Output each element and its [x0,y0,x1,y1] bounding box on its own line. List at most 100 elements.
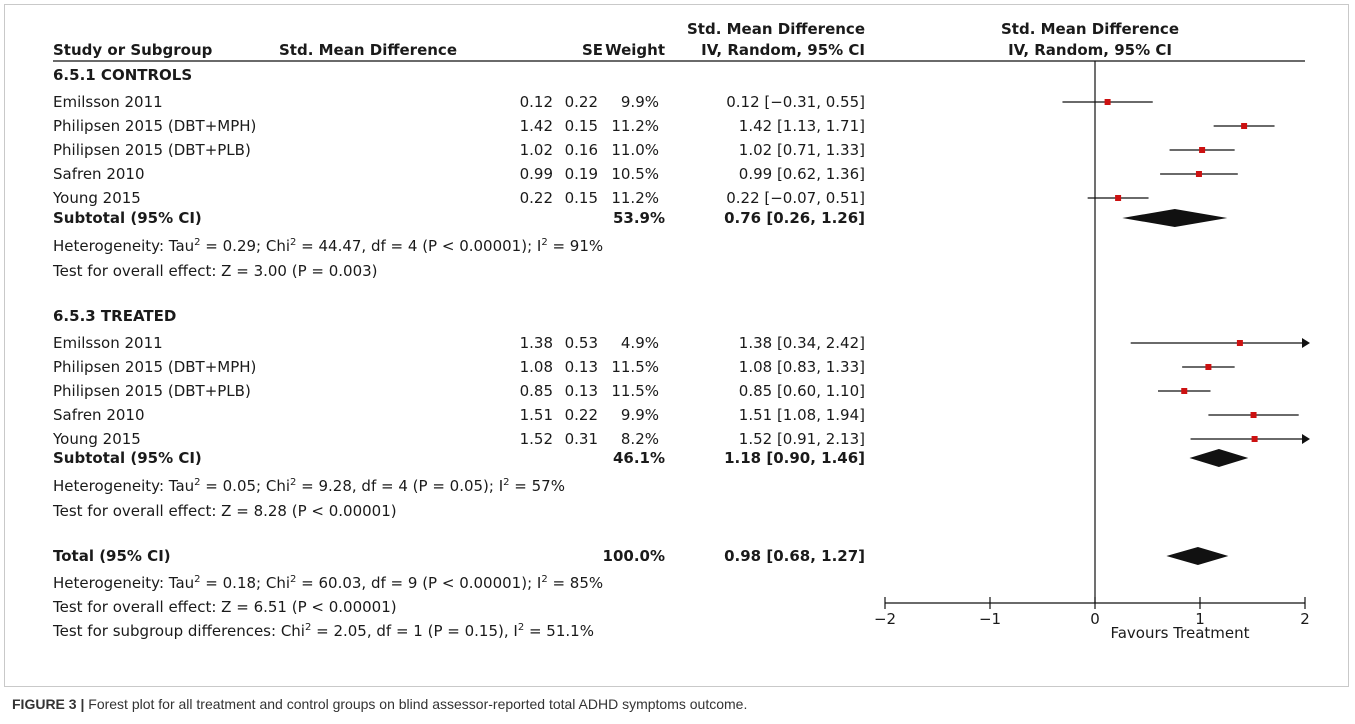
study-weight: 11.2% [611,117,659,135]
study-smd: 1.52 [520,430,553,448]
study-ci: 0.85 [0.60, 1.10] [739,382,865,400]
tick-label: 1 [1195,610,1205,628]
tick-label: −2 [874,610,896,628]
total-diamond [1166,547,1229,565]
figure-caption: FIGURE 3 | Forest plot for all treatment… [12,696,1342,712]
forest-plot: Std. Mean Difference Study or Subgroup S… [52,20,1310,642]
table-row: Philipsen 2015 (DBT+PLB) 1.02 0.16 11.0%… [53,141,865,159]
study-se: 0.31 [565,430,598,448]
table-row: Philipsen 2015 (DBT+MPH) 1.08 0.13 11.5%… [53,358,865,376]
heterogeneity-total: Heterogeneity: Tau2 = 0.18; Chi2 = 60.03… [53,574,603,592]
study-weight: 11.0% [611,141,659,159]
header-plot-line1: Std. Mean Difference [1001,20,1179,38]
caption-text: Forest plot for all treatment and contro… [84,696,748,712]
ci-arrow [1302,338,1310,348]
heterogeneity-treated: Heterogeneity: Tau2 = 0.05; Chi2 = 9.28,… [53,477,565,495]
study-smd: 1.38 [520,334,553,352]
point-estimate [1199,147,1206,153]
study-name: Philipsen 2015 (DBT+PLB) [53,382,251,400]
study-name: Philipsen 2015 (DBT+PLB) [53,141,251,159]
study-smd: 0.85 [520,382,553,400]
subtotal-ci: 1.18 [0.90, 1.46] [724,449,865,467]
study-weight: 11.5% [611,382,659,400]
subtotal-label: Subtotal (95% CI) [53,449,202,467]
ci-arrow [1302,434,1310,444]
figure-frame: Std. Mean Difference Study or Subgroup S… [4,4,1349,687]
study-smd: 1.02 [520,141,553,159]
table-row: Emilsson 2011 0.12 0.22 9.9% 0.12 [−0.31… [53,93,865,111]
study-se: 0.15 [565,117,598,135]
point-estimate [1241,123,1248,129]
subtotal-ci: 0.76 [0.26, 1.26] [724,209,865,227]
table-row: Philipsen 2015 (DBT+MPH) 1.42 0.15 11.2%… [53,117,865,135]
tick-label: 0 [1090,610,1100,628]
study-weight: 11.2% [611,189,659,207]
study-se: 0.22 [565,406,598,424]
point-estimate [1115,195,1122,201]
header-smd-ci-line1: Std. Mean Difference [687,20,865,38]
study-name: Philipsen 2015 (DBT+MPH) [53,358,256,376]
subgroup-title-treated: 6.5.3 TREATED [53,307,176,325]
study-smd: 0.12 [520,93,553,111]
study-name: Emilsson 2011 [53,334,163,352]
header-se: SE [582,41,603,59]
subgroup-title-controls: 6.5.1 CONTROLS [53,66,192,84]
plot-marks [1062,99,1310,565]
table-row: Young 2015 1.52 0.31 8.2% 1.52 [0.91, 2.… [52,430,865,448]
table-row: Philipsen 2015 (DBT+PLB) 0.85 0.13 11.5%… [53,382,865,400]
subtotal-row: Subtotal (95% CI) 53.9% 0.76 [0.26, 1.26… [53,209,865,227]
caption-label: FIGURE 3 | [12,696,85,712]
study-name: Safren 2010 [53,165,145,183]
study-name: Young 2015 [52,189,141,207]
tick-label: −1 [979,610,1001,628]
point-estimate [1236,340,1243,346]
study-smd: 1.08 [520,358,553,376]
heterogeneity-controls: Heterogeneity: Tau2 = 0.29; Chi2 = 44.47… [53,237,603,255]
study-ci: 1.51 [1.08, 1.94] [739,406,865,424]
overall-effect-controls: Test for overall effect: Z = 3.00 (P = 0… [52,262,378,280]
study-weight: 9.9% [621,406,659,424]
point-estimate [1104,99,1111,105]
study-se: 0.15 [565,189,598,207]
subtotal-weight: 53.9% [613,209,665,227]
study-weight: 10.5% [611,165,659,183]
overall-effect-total: Test for overall effect: Z = 6.51 (P < 0… [52,598,397,616]
subtotal-weight: 46.1% [613,449,665,467]
study-name: Emilsson 2011 [53,93,163,111]
study-ci: 1.38 [0.34, 2.42] [739,334,865,352]
study-ci: 0.12 [−0.31, 0.55] [726,93,865,111]
study-ci: 1.08 [0.83, 1.33] [739,358,865,376]
study-weight: 8.2% [621,430,659,448]
study-ci: 1.52 [0.91, 2.13] [739,430,865,448]
study-se: 0.53 [565,334,598,352]
total-ci: 0.98 [0.68, 1.27] [724,547,865,565]
point-estimate [1195,171,1202,177]
study-weight: 9.9% [621,93,659,111]
subtotal-diamond [1189,449,1249,467]
point-estimate [1205,364,1212,370]
header-weight: Weight [605,41,665,59]
header-smd-ci-line2: IV, Random, 95% CI [701,41,865,59]
study-se: 0.22 [565,93,598,111]
study-smd: 0.99 [520,165,553,183]
subtotal-diamond [1122,209,1228,227]
study-ci: 0.22 [−0.07, 0.51] [726,189,865,207]
point-estimate [1251,436,1258,442]
study-smd: 1.51 [520,406,553,424]
x-axis: −2 −1 0 1 2 [874,61,1310,628]
study-smd: 0.22 [520,189,553,207]
subgroup-differences: Test for subgroup differences: Chi2 = 2.… [52,622,594,640]
tick-label: 2 [1300,610,1310,628]
study-se: 0.13 [565,358,598,376]
study-se: 0.13 [565,382,598,400]
table-row: Safren 2010 1.51 0.22 9.9% 1.51 [1.08, 1… [53,406,865,424]
study-ci: 1.02 [0.71, 1.33] [739,141,865,159]
study-ci: 0.99 [0.62, 1.36] [739,165,865,183]
study-se: 0.19 [565,165,598,183]
point-estimate [1250,412,1257,418]
favours-label: Favours Treatment [1110,624,1249,642]
header-plot-line2: IV, Random, 95% CI [1008,41,1172,59]
study-se: 0.16 [565,141,598,159]
subtotal-label: Subtotal (95% CI) [53,209,202,227]
study-ci: 1.42 [1.13, 1.71] [739,117,865,135]
